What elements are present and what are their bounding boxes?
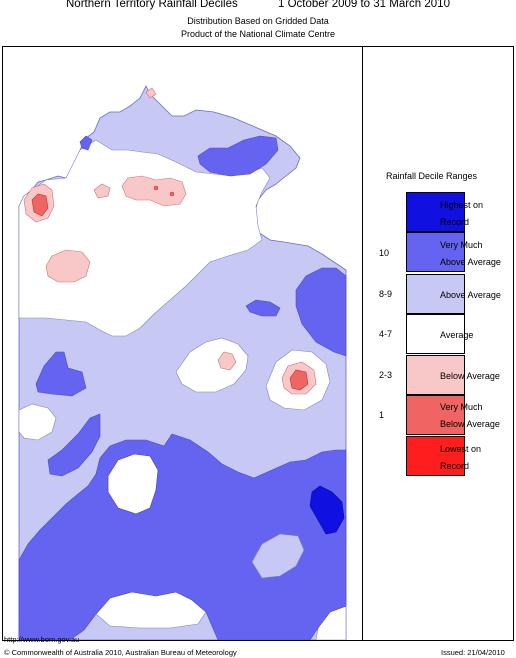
footer-issued: Issued: 21/04/2010 — [441, 648, 505, 657]
legend-swatch-below — [406, 355, 465, 395]
legend-swatch-lowest — [406, 436, 465, 476]
legend-range-4-7: 4-7 — [379, 329, 393, 339]
legend-label-very-much-below: Very Much Below Average — [440, 402, 500, 429]
legend-range-2-3: 2-3 — [379, 370, 393, 380]
map-subtitle-1: Distribution Based on Gridded Data — [187, 16, 329, 26]
map-subtitle-2: Product of the National Climate Centre — [180, 29, 336, 39]
average-north-region — [18, 139, 271, 337]
very-much-above-west — [35, 351, 87, 397]
very-much-below-east — [289, 369, 309, 391]
above-island-southeast — [251, 533, 305, 579]
legend-range-10: 10 — [379, 248, 390, 258]
highest-on-record-region — [309, 485, 345, 535]
legend-label-above: Above Average — [440, 290, 501, 300]
legend-range-8-9: 8-9 — [379, 289, 393, 299]
legend-range-1: 1 — [379, 410, 385, 420]
legend-swatch-above — [406, 274, 465, 314]
very-much-above-east — [295, 267, 347, 357]
footer-copyright: © Commonwealth of Australia 2010, Austra… — [4, 648, 237, 657]
below-average-west — [45, 249, 91, 283]
below-average-central — [217, 351, 237, 371]
very-much-below-dot-2 — [169, 191, 175, 197]
legend-label-below: Below Average — [440, 371, 500, 381]
legend-swatch-highest — [406, 192, 465, 232]
average-west-region — [18, 403, 57, 441]
map-title: Northern Territory Rainfall Deciles 1 Oc… — [0, 0, 516, 14]
very-much-above-islet — [79, 135, 93, 151]
legend-swatch-very-much-above — [406, 232, 465, 272]
footer-url: http://www.bom.gov.au — [4, 635, 80, 644]
legend-label-average: Average — [440, 330, 474, 340]
average-central-region — [175, 337, 249, 393]
legend-title: Rainfall Decile Ranges — [386, 171, 478, 181]
very-much-above-south-region — [18, 433, 347, 640]
very-much-above-southwest — [47, 413, 101, 477]
legend-label-lowest: Lowest on Record — [440, 444, 482, 471]
map-frame — [2, 46, 514, 641]
rainfall-map — [18, 85, 347, 640]
map-title-period: 1 October 2009 to 31 March 2010 — [278, 0, 450, 10]
legend-label-highest: Highest on Record — [440, 200, 484, 227]
below-average-northwest — [93, 183, 111, 199]
legend-swatch-average — [406, 314, 465, 354]
very-much-below-coast — [31, 193, 49, 217]
very-much-above-small — [245, 299, 281, 317]
very-much-above-northeast — [197, 135, 279, 177]
below-average-north-central — [121, 175, 187, 207]
below-average-islet — [145, 87, 157, 99]
map-title-region: Northern Territory Rainfall Deciles — [66, 0, 238, 10]
legend-swatch-very-much-below — [406, 395, 465, 435]
legend-divider — [362, 46, 363, 641]
very-much-below-dot-1 — [153, 185, 159, 191]
legend-label-very-much-above: Very Much Above Average — [440, 240, 501, 267]
